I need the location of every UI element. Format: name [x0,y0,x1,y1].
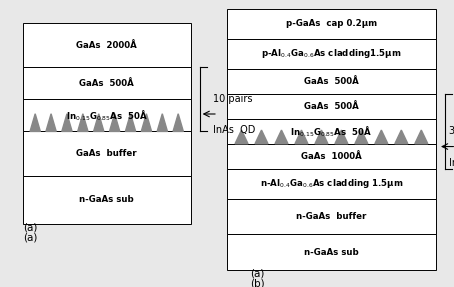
Polygon shape [30,114,40,131]
Bar [227,39,436,69]
Polygon shape [415,130,428,144]
Polygon shape [46,114,56,131]
Polygon shape [173,114,183,131]
Text: p-GaAs  cap 0.2μm: p-GaAs cap 0.2μm [286,19,377,28]
Bar [23,176,191,224]
Polygon shape [335,130,348,144]
Text: GaAs  500Å: GaAs 500Å [304,102,359,111]
Bar [23,131,191,176]
Polygon shape [141,114,152,131]
Text: GaAs  1000Å: GaAs 1000Å [301,152,362,161]
Text: In$_{0.15}$G$_{0.85}$As  50Å: In$_{0.15}$G$_{0.85}$As 50Å [290,124,373,139]
Polygon shape [94,114,104,131]
Polygon shape [62,114,72,131]
Polygon shape [315,130,328,144]
Polygon shape [355,130,368,144]
Bar [227,234,436,270]
Polygon shape [78,114,88,131]
Bar [227,69,436,94]
Polygon shape [295,130,308,144]
Bar [227,94,436,119]
Text: p-Al$_{0.4}$Ga$_{0.6}$As cladding1.5μm: p-Al$_{0.4}$Ga$_{0.6}$As cladding1.5μm [261,47,402,60]
Text: In$_{0.15}$G$_{0.85}$As  50Å: In$_{0.15}$G$_{0.85}$As 50Å [65,108,148,123]
Text: (b): (b) [250,278,264,287]
Text: GaAs  buffer: GaAs buffer [76,149,137,158]
Text: GaAs  500Å: GaAs 500Å [304,77,359,86]
Text: n-GaAs sub: n-GaAs sub [79,195,134,204]
Polygon shape [157,114,168,131]
Bar [227,169,436,199]
Text: n-Al$_{0.4}$Ga$_{0.6}$As cladding 1.5μm: n-Al$_{0.4}$Ga$_{0.6}$As cladding 1.5μm [260,177,403,190]
Text: 10 pairs: 10 pairs [213,94,253,104]
Polygon shape [235,130,248,144]
Text: n-GaAs sub: n-GaAs sub [304,248,359,257]
Text: (a): (a) [250,268,264,278]
Polygon shape [255,130,268,144]
Bar [227,144,436,169]
Bar [23,23,191,67]
Bar [227,9,436,39]
Polygon shape [109,114,120,131]
Polygon shape [125,114,136,131]
Text: GaAs  2000Å: GaAs 2000Å [76,40,137,50]
Polygon shape [375,130,388,144]
Text: n-GaAs  buffer: n-GaAs buffer [296,212,367,221]
Text: InAs  QD: InAs QD [449,158,454,168]
Text: GaAs  500Å: GaAs 500Å [79,79,134,88]
Polygon shape [275,130,288,144]
Text: (a): (a) [23,222,37,232]
Text: (a): (a) [23,232,37,243]
Bar [23,99,191,131]
Bar [227,119,436,144]
Bar [227,199,436,234]
Text: InAs  QD: InAs QD [213,125,256,135]
Polygon shape [395,130,408,144]
Bar [23,67,191,99]
Text: 3 pairs: 3 pairs [449,126,454,136]
